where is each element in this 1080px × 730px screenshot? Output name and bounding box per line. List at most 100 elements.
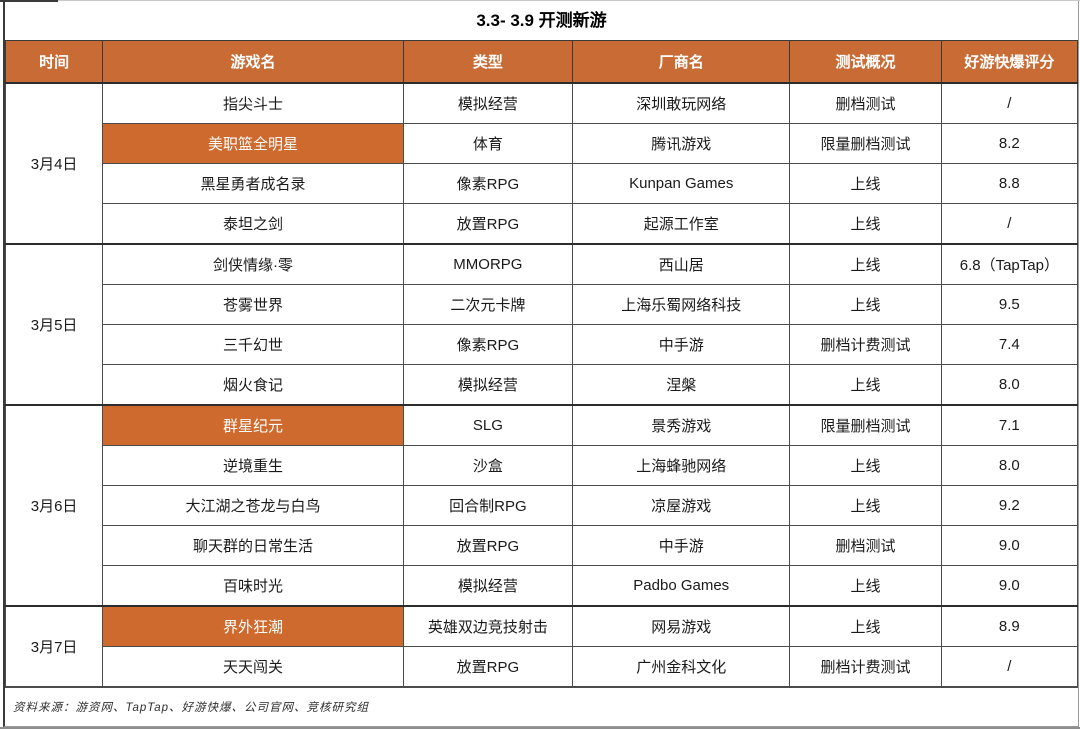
game-cell: 逆境重生 xyxy=(102,445,404,486)
table-row: 黑星勇者成名录 像素RPG Kunpan Games 上线 8.8 xyxy=(6,163,1079,204)
status-cell: 删档计费测试 xyxy=(789,646,942,687)
type-cell: 模拟经营 xyxy=(402,565,574,607)
game-cell: 烟火食记 xyxy=(102,364,404,406)
table-row: 天天闯关 放置RPG 广州金科文化 删档计费测试 / xyxy=(6,646,1079,687)
type-cell: 放置RPG xyxy=(402,646,574,687)
col-header-score: 好游快爆评分 xyxy=(940,40,1079,84)
status-cell: 上线 xyxy=(789,485,942,526)
publisher-cell: 上海蜂驰网络 xyxy=(572,445,791,486)
type-cell: 放置RPG xyxy=(402,525,574,566)
publisher-cell: 中手游 xyxy=(572,525,791,566)
status-cell: 上线 xyxy=(789,364,942,406)
score-cell: 7.1 xyxy=(940,404,1079,446)
table-row: 美职篮全明星 体育 腾讯游戏 限量删档测试 8.2 xyxy=(6,123,1079,164)
game-cell: 泰坦之剑 xyxy=(102,203,404,245)
type-cell: 像素RPG xyxy=(402,163,574,204)
page-top-left-mark xyxy=(0,0,58,2)
game-cell: 天天闯关 xyxy=(102,646,404,687)
score-cell: 9.0 xyxy=(940,525,1079,566)
page-top-edge xyxy=(0,0,1080,1)
status-cell: 上线 xyxy=(789,163,942,204)
table-row: 逆境重生 沙盒 上海蜂驰网络 上线 8.0 xyxy=(6,445,1079,486)
header-row: 时间 游戏名 类型 厂商名 测试概况 好游快爆评分 xyxy=(4,40,1079,84)
status-cell: 上线 xyxy=(789,284,942,325)
table-row: 苍雾世界 二次元卡牌 上海乐蜀网络科技 上线 9.5 xyxy=(6,284,1079,325)
source-note: 资料来源：游资网、TapTap、好游快爆、公司官网、竞核研究组 xyxy=(13,702,370,714)
game-cell-highlighted: 美职篮全明星 xyxy=(102,123,404,164)
status-cell: 上线 xyxy=(789,565,942,607)
type-cell: 模拟经营 xyxy=(402,82,574,124)
game-cell: 三千幻世 xyxy=(102,324,404,365)
score-cell: / xyxy=(940,82,1079,124)
table-row: 3月5日 剑侠情缘·零 MMORPG 西山居 上线 6.8（TapTap） xyxy=(4,243,1079,406)
publisher-cell: 涅槃 xyxy=(572,364,791,406)
type-cell: 回合制RPG xyxy=(402,485,574,526)
type-cell: 像素RPG xyxy=(402,324,574,365)
publisher-cell: 深圳敢玩网络 xyxy=(572,82,791,124)
type-cell: 模拟经营 xyxy=(402,364,574,406)
date-cell: 3月4日 xyxy=(4,82,104,245)
status-cell: 上线 xyxy=(789,203,942,245)
page-bottom-edge xyxy=(0,727,1080,729)
game-cell: 大江湖之苍龙与白鸟 xyxy=(102,485,404,526)
publisher-cell: 西山居 xyxy=(572,243,791,285)
date-cell: 3月5日 xyxy=(4,243,104,406)
score-cell: 6.8（TapTap） xyxy=(940,243,1079,285)
table-row: 三千幻世 像素RPG 中手游 删档计费测试 7.4 xyxy=(6,324,1079,365)
game-cell: 苍雾世界 xyxy=(102,284,404,325)
score-cell: 8.9 xyxy=(940,605,1079,647)
publisher-cell: 广州金科文化 xyxy=(572,646,791,687)
col-header-time: 时间 xyxy=(4,40,104,84)
new-games-table: 时间 游戏名 类型 厂商名 测试概况 好游快爆评分 3月4日 指尖斗士 模拟经营… xyxy=(4,40,1079,687)
table-row: 烟火食记 模拟经营 涅槃 上线 8.0 xyxy=(6,364,1079,406)
publisher-cell: 起源工作室 xyxy=(572,203,791,245)
score-cell: 9.5 xyxy=(940,284,1079,325)
game-cell-highlighted: 界外狂潮 xyxy=(102,605,404,647)
col-header-type: 类型 xyxy=(402,40,574,84)
status-cell: 上线 xyxy=(789,605,942,647)
game-cell: 指尖斗士 xyxy=(102,82,404,124)
score-cell: / xyxy=(940,646,1079,687)
game-cell: 黑星勇者成名录 xyxy=(102,163,404,204)
source-note-row: 资料来源：游资网、TapTap、好游快爆、公司官网、竞核研究组 xyxy=(5,687,1078,726)
status-cell: 上线 xyxy=(789,445,942,486)
table-row: 3月6日 群星纪元 SLG 景秀游戏 限量删档测试 7.1 xyxy=(4,404,1079,607)
publisher-cell: 景秀游戏 xyxy=(572,404,791,446)
publisher-cell: 网易游戏 xyxy=(572,605,791,647)
table-title: 3.3- 3.9 开测新游 xyxy=(476,11,607,30)
type-cell: 沙盒 xyxy=(402,445,574,486)
type-cell: SLG xyxy=(402,404,574,446)
score-cell: 9.2 xyxy=(940,485,1079,526)
status-cell: 删档测试 xyxy=(789,525,942,566)
col-header-publisher: 厂商名 xyxy=(572,40,791,84)
type-cell: 二次元卡牌 xyxy=(402,284,574,325)
publisher-cell: 凉屋游戏 xyxy=(572,485,791,526)
table-row: 3月7日 界外狂潮 英雄双边竞技射击 网易游戏 上线 8.9 xyxy=(4,605,1079,687)
publisher-cell: 中手游 xyxy=(572,324,791,365)
release-table-sheet: 3.3- 3.9 开测新游 时间 游戏名 类型 厂商名 测试概况 好游快爆评分 xyxy=(3,1,1079,727)
game-cell-highlighted: 群星纪元 xyxy=(102,404,404,446)
status-cell: 上线 xyxy=(789,243,942,285)
publisher-cell: 腾讯游戏 xyxy=(572,123,791,164)
status-cell: 限量删档测试 xyxy=(789,123,942,164)
score-cell: 8.0 xyxy=(940,445,1079,486)
col-header-status: 测试概况 xyxy=(789,40,942,84)
score-cell: 8.8 xyxy=(940,163,1079,204)
type-cell: MMORPG xyxy=(402,243,574,285)
status-cell: 删档测试 xyxy=(789,82,942,124)
type-cell: 体育 xyxy=(402,123,574,164)
status-cell: 删档计费测试 xyxy=(789,324,942,365)
date-cell: 3月6日 xyxy=(4,404,104,607)
table-row: 大江湖之苍龙与白鸟 回合制RPG 凉屋游戏 上线 9.2 xyxy=(6,485,1079,526)
game-cell: 聊天群的日常生活 xyxy=(102,525,404,566)
col-header-game: 游戏名 xyxy=(102,40,404,84)
table-row: 聊天群的日常生活 放置RPG 中手游 删档测试 9.0 xyxy=(6,525,1079,566)
publisher-cell: 上海乐蜀网络科技 xyxy=(572,284,791,325)
score-cell: 8.0 xyxy=(940,364,1079,406)
score-cell: 7.4 xyxy=(940,324,1079,365)
status-cell: 限量删档测试 xyxy=(789,404,942,446)
type-cell: 英雄双边竞技射击 xyxy=(402,605,574,647)
game-cell: 剑侠情缘·零 xyxy=(102,243,404,285)
game-cell: 百味时光 xyxy=(102,565,404,607)
